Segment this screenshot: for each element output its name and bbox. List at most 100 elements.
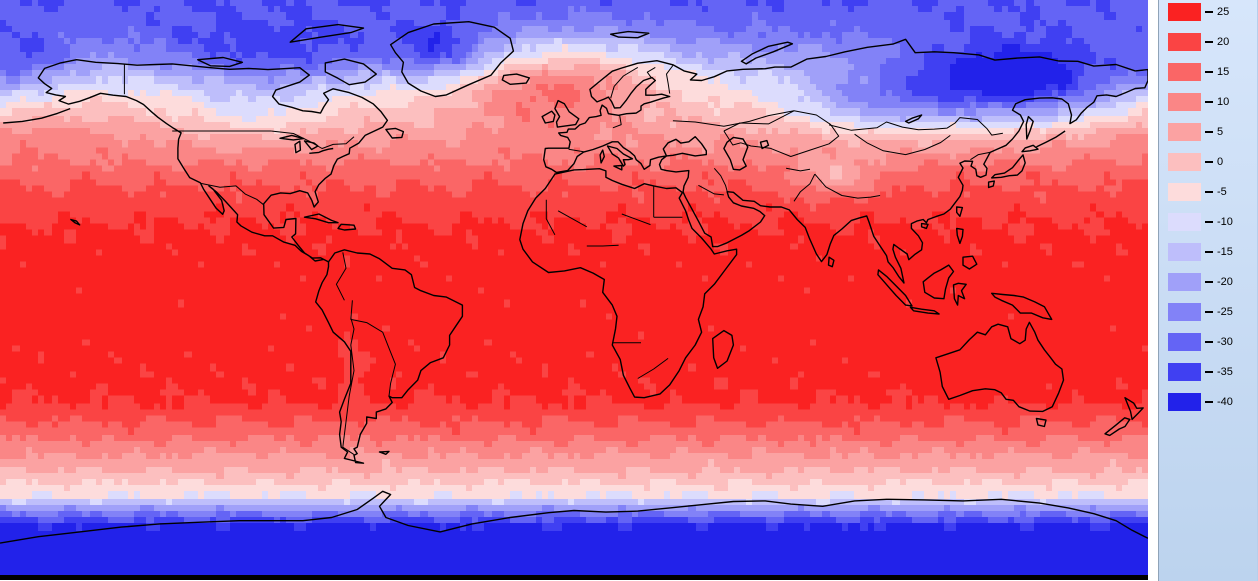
country-border [723,110,840,157]
coastline [740,41,794,65]
country-border [557,210,588,228]
coastline [1036,130,1066,148]
legend-tick [1205,311,1213,313]
coastline [1025,115,1034,140]
coastline [197,56,244,68]
coastline [1035,417,1047,428]
map-bottom-border [0,575,1148,580]
world-temperature-map [0,0,1148,581]
country-border [350,300,396,397]
legend-label: 15 [1217,66,1230,78]
legend-tick [1205,371,1213,373]
country-border [568,148,584,153]
legend-label: -35 [1217,366,1233,378]
coastline [610,30,650,39]
coastline [606,145,634,167]
country-border [970,151,990,161]
country-border [814,173,881,199]
coastline [827,256,835,268]
coastline [37,59,389,263]
coastline [956,227,964,245]
legend-tick [1205,101,1213,103]
coastline [952,282,967,306]
country-border [828,117,1003,136]
coastline [956,206,964,217]
legend-swatch [1168,153,1201,171]
legend-swatch [1168,63,1201,81]
coastline [712,329,735,369]
country-border [612,114,622,129]
country-border [335,252,347,301]
coastline [909,306,940,315]
legend-tick [1205,161,1213,163]
coastline [543,38,1148,284]
coastline [378,450,390,455]
coastline [337,223,357,231]
legend-swatch [1168,363,1201,381]
colorbar-legend: 25 20 15 10 5 0 -5 -10 -15 -20 -25 -30 -35 -40 [1158,0,1258,581]
legend-label: -25 [1217,306,1233,318]
coastline [877,269,913,307]
country-border [545,199,556,236]
coastline [759,139,770,150]
country-border [271,130,355,149]
coastline-overlay [0,21,1148,544]
country-border [200,182,265,206]
coastline [315,249,464,464]
legend-tick [1205,41,1213,43]
legend-tick [1205,341,1213,343]
legend-label: 0 [1217,156,1224,168]
legend-tick [1205,281,1213,283]
legend-tick [1205,71,1213,73]
legend-tick [1205,11,1213,13]
country-border [610,66,639,99]
country-border [672,110,795,127]
coastline [1104,417,1131,437]
coastline [922,264,955,300]
country-border [854,133,951,156]
coastline [962,255,978,270]
coastline [309,147,334,154]
coastline [0,490,1148,544]
coastline [554,99,580,128]
coastline [389,21,515,98]
legend-label: -15 [1217,246,1233,258]
legend-label: -40 [1217,396,1233,408]
legend-label: 5 [1217,126,1224,138]
country-border [698,184,724,196]
coastline [289,23,365,43]
coastline [991,154,1026,179]
coastline [991,292,1053,321]
legend-swatch [1168,393,1201,411]
temperature-field-canvas [0,0,1148,575]
legend-swatch [1168,123,1201,141]
legend-label: 20 [1217,36,1230,48]
legend-tick [1205,251,1213,253]
legend-swatch [1168,3,1201,21]
legend-swatch [1168,93,1201,111]
coastline [501,73,531,85]
legend-tick [1205,131,1213,133]
legend-tick [1205,221,1213,223]
country-border [621,213,651,226]
legend-label: -5 [1217,186,1227,198]
legend-label: -30 [1217,336,1233,348]
country-border [786,167,811,172]
legend-label: 25 [1217,6,1230,18]
legend-tick [1205,401,1213,403]
coastline [70,218,81,226]
coastline [279,134,305,141]
coastline [294,140,302,154]
coastline [3,107,71,124]
legend-tick [1205,191,1213,193]
map-legend-gutter [1148,0,1158,581]
legend-label: 10 [1217,96,1230,108]
country-border [586,244,619,247]
coastline [1021,144,1039,153]
coastline [1124,397,1144,421]
legend-label: -20 [1217,276,1233,288]
coastline [904,114,923,124]
country-border [793,173,816,202]
coastline [723,136,749,171]
